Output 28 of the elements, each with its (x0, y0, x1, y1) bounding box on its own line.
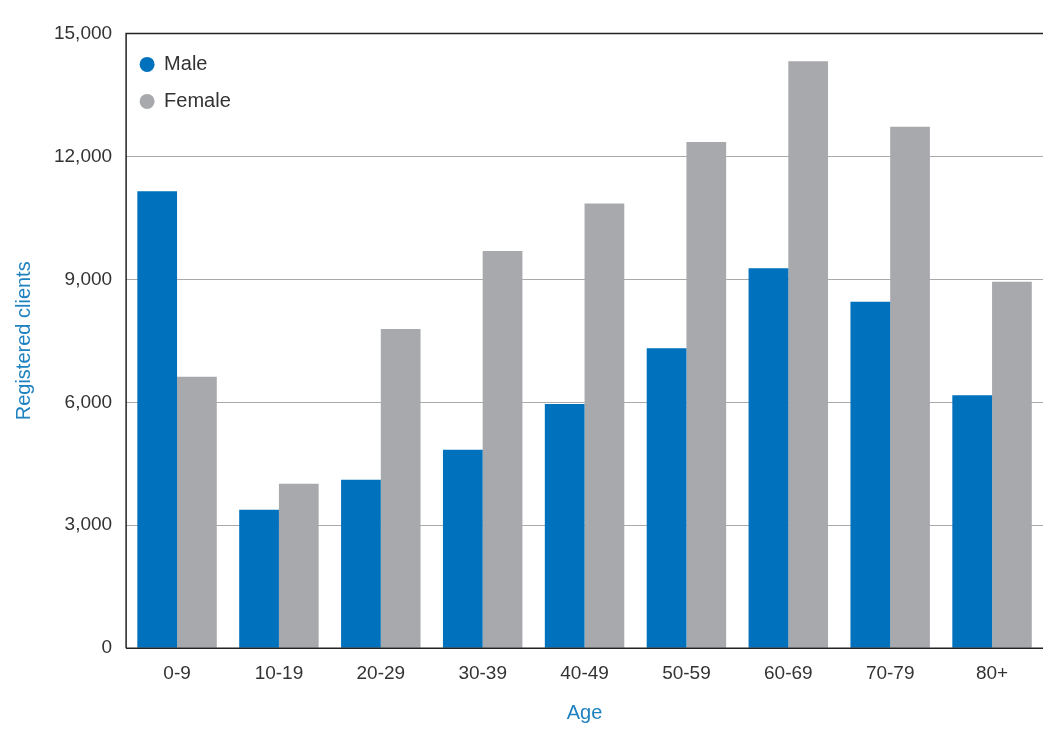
y-tick-label: 12,000 (53, 144, 113, 166)
x-tick-label: 10-19 (254, 661, 304, 683)
bar (952, 395, 993, 648)
bar (442, 449, 483, 648)
x-tick-label: 60-69 (764, 661, 813, 683)
x-axis-title: Age (566, 700, 603, 723)
bar (239, 509, 279, 648)
y-tick-label: 0 (101, 636, 113, 658)
x-tick-label: 20-29 (356, 661, 406, 683)
bar (544, 403, 585, 648)
x-tick-label: 30-39 (458, 661, 507, 683)
legend-label: Female (164, 88, 231, 111)
legend-label: Male (164, 51, 208, 74)
bar (646, 348, 687, 648)
bar (341, 479, 381, 648)
x-tick-label: 0-9 (163, 661, 191, 683)
x-tick-label: 40-49 (560, 661, 609, 683)
bar (137, 191, 178, 648)
bar (850, 301, 891, 648)
y-axis-title: Registered clients (11, 261, 34, 421)
x-tick-label: 70-79 (865, 661, 915, 683)
x-tick-label: 50-59 (662, 661, 711, 683)
y-tick-label: 6,000 (64, 390, 113, 412)
bar (748, 268, 789, 648)
y-tick-label: 3,000 (64, 513, 113, 535)
y-tick-label: 15,000 (53, 21, 113, 43)
y-tick-label: 9,000 (64, 267, 113, 289)
x-tick-label: 80+ (975, 661, 1009, 683)
